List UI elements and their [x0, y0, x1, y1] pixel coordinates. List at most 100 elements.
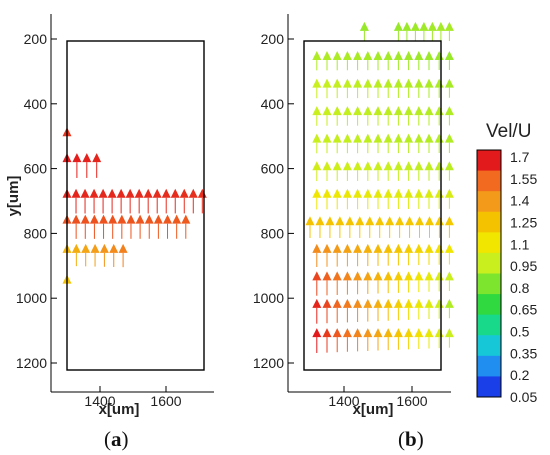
velocity-vector [163, 214, 173, 239]
x-axis-title-b: x[um] [353, 401, 394, 418]
velocity-vector [427, 21, 437, 41]
velocity-vector [373, 188, 383, 210]
y-axis-b: 200 400 600 800 1000 1200 [253, 14, 294, 392]
velocity-vector [80, 214, 90, 239]
velocity-vector [404, 271, 414, 293]
velocity-vector [363, 328, 373, 351]
velocity-vector [322, 298, 332, 324]
velocity-vector [332, 78, 342, 99]
plot-frame-b [303, 40, 442, 371]
velocity-vector [342, 243, 352, 267]
colorbar-tick-label: 0.95 [510, 258, 537, 274]
x-axis-b: 1400 1600 x[um] [288, 386, 451, 418]
colorbar-swatch [477, 150, 501, 172]
velocity-vector [404, 78, 414, 98]
velocity-vector [424, 243, 434, 265]
velocity-vector [444, 161, 454, 181]
velocity-vector [342, 188, 352, 210]
velocity-vector [373, 328, 383, 351]
velocity-vector [342, 78, 352, 99]
velocity-vector [385, 216, 395, 238]
velocity-vector [353, 188, 363, 210]
velocity-vector [312, 298, 322, 324]
velocity-vector [322, 51, 332, 71]
velocity-vector [393, 271, 403, 293]
velocity-vector [90, 243, 100, 267]
velocity-vector [322, 188, 332, 210]
velocity-vector [325, 216, 335, 239]
velocity-vector [424, 161, 434, 181]
y-tick-label: 200 [261, 31, 285, 47]
velocity-vector [434, 51, 444, 71]
velocity-vector [353, 161, 363, 181]
velocity-vector [393, 243, 403, 266]
velocity-vector [322, 78, 332, 99]
colorbar-tick-label: 0.2 [510, 367, 530, 383]
velocity-vector [363, 133, 373, 154]
caption-b-letter: b [405, 427, 417, 451]
velocity-vector [332, 161, 342, 182]
velocity-vector [404, 161, 414, 181]
y-tick-label: 1200 [253, 355, 284, 371]
velocity-vector [332, 271, 342, 295]
velocity-vector [353, 298, 363, 322]
velocity-vector [434, 78, 444, 98]
velocity-vector [444, 216, 454, 238]
velocity-vector [342, 51, 352, 71]
velocity-vector [355, 216, 365, 238]
velocity-vector [414, 298, 424, 320]
velocity-vector [414, 133, 424, 154]
velocity-vector [393, 133, 403, 154]
velocity-vector [332, 188, 342, 210]
velocity-vector [393, 161, 403, 181]
velocity-vector [363, 78, 373, 99]
velocity-vector [335, 216, 345, 239]
velocity-vector [342, 161, 352, 181]
velocity-vector [363, 106, 373, 126]
velocity-vector [434, 243, 444, 265]
velocity-vector [393, 78, 403, 98]
velocity-vector [345, 216, 355, 238]
velocity-vector [89, 214, 99, 239]
colorbar-tick-label: 1.1 [510, 236, 530, 252]
velocity-vector [332, 298, 342, 323]
velocity-vector [126, 214, 136, 239]
velocity-vector [363, 298, 373, 322]
velocity-vector [434, 161, 444, 181]
velocity-vector [134, 188, 144, 214]
x-axis-a: 1400 1600 x[um] [51, 386, 214, 418]
colorbar-tick-label: 0.05 [510, 389, 537, 405]
velocity-vector [414, 271, 424, 293]
y-tick-label: 1000 [16, 290, 47, 306]
velocity-vector [434, 216, 444, 238]
y-tick-label: 800 [24, 225, 48, 241]
velocity-vector [363, 51, 373, 71]
velocity-vector [353, 133, 363, 154]
velocity-vector [353, 328, 363, 352]
velocity-vector [332, 51, 342, 71]
colorbar: Vel/U 1.7 1.55 1.4 1.25 1.1 0.95 0.8 0.65 0.5 0.3… [476, 121, 537, 405]
velocity-vector [414, 106, 424, 126]
velocity-vector [373, 243, 383, 266]
velocity-vector [410, 21, 420, 41]
velocity-vector [322, 106, 332, 126]
colorbar-swatch [477, 355, 501, 377]
velocity-vector [332, 106, 342, 126]
caption-a-open: ( [104, 427, 111, 451]
velocity-vector [424, 188, 434, 209]
velocity-vector [383, 78, 393, 98]
velocity-vector [434, 106, 444, 126]
y-tick-label: 1200 [16, 355, 47, 371]
colorbar-swatch [477, 294, 501, 316]
velocity-vector [322, 328, 332, 353]
velocity-vector [108, 214, 118, 239]
x-tick-label: 1600 [150, 393, 181, 409]
panel-b: 200 400 600 800 1000 1200 1400 1600 x[um] [253, 14, 454, 418]
velocity-vector [424, 133, 434, 154]
velocity-vector [81, 243, 91, 267]
velocity-vector [424, 51, 434, 71]
velocity-vector [312, 106, 322, 126]
velocity-vector [172, 214, 182, 239]
velocity-vector [305, 216, 315, 239]
y-axis-a: 200 400 600 800 1000 1200 y[um] [5, 14, 57, 392]
